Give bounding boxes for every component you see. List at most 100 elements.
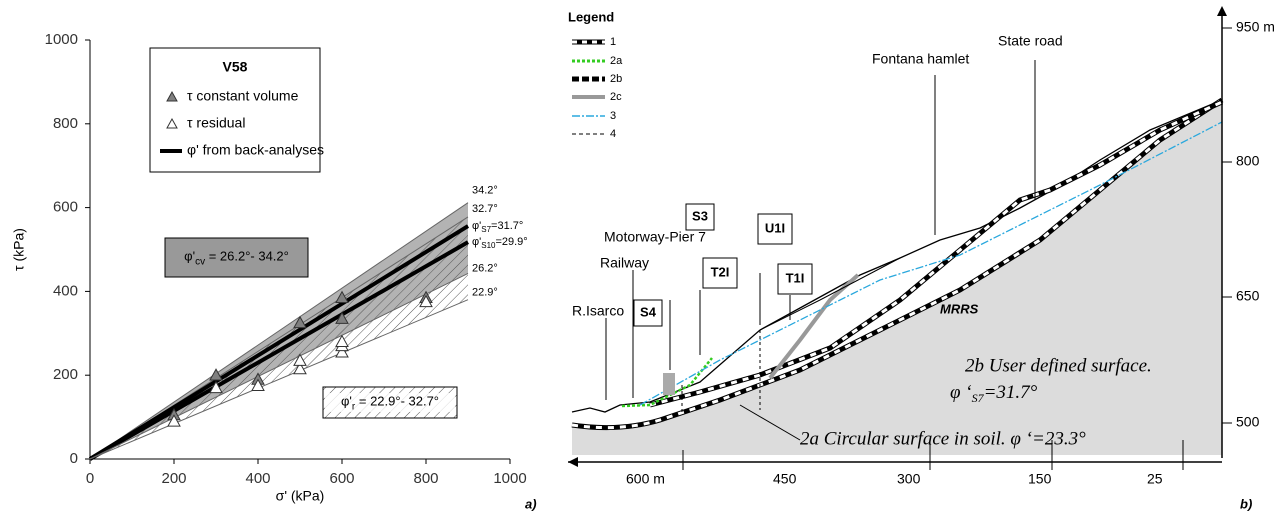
point <box>335 290 349 303</box>
surface-1 <box>571 97 1224 431</box>
legend-item: 2a <box>610 55 623 67</box>
label-part: =31.7° <box>491 220 523 232</box>
fit-line <box>88 224 470 461</box>
y-tick-label: 600 <box>53 199 78 216</box>
y-tick-label: 400 <box>53 282 78 299</box>
label-part: = 22.9°- 32.7° <box>355 394 439 409</box>
label-part: =29.9° <box>495 236 527 248</box>
legend-item: 2c <box>610 91 622 103</box>
distance-label: 450 <box>773 471 797 487</box>
label: φ'S7=31.7° <box>472 220 523 234</box>
x-tick-label: 800 <box>413 470 438 487</box>
envelope-label: 32.7° <box>472 203 498 215</box>
borehole-box <box>685 203 715 231</box>
label-part: S10 <box>481 241 496 250</box>
point <box>335 311 349 324</box>
envelope-label: 22.9° <box>472 287 498 299</box>
envelope-label: 34.2° <box>472 185 498 197</box>
point <box>293 353 307 366</box>
borehole: T1I <box>786 270 805 285</box>
distance-label: 150 <box>1028 471 1052 487</box>
point <box>293 315 307 329</box>
y-tick-label: 1000 <box>45 31 78 48</box>
legend-b: Legend 1 2a 2b 2c 3 4 <box>568 9 623 139</box>
y-axis-label: τ (kPa) <box>11 228 27 271</box>
elevation-label: 500 <box>1236 414 1260 430</box>
arrows <box>605 60 1036 400</box>
borehole: T2I <box>711 264 730 279</box>
place-label: State road <box>998 33 1063 49</box>
distance-label: 600 m <box>626 471 665 487</box>
point <box>335 334 349 347</box>
fit-line <box>89 240 469 461</box>
legend-label: φ' from back-analyses <box>187 142 324 158</box>
sliding-body <box>759 257 901 331</box>
legend-item: 4 <box>610 128 616 140</box>
label: φ'r = 22.9°- 32.7° <box>341 394 439 412</box>
label-part: φ' <box>472 220 481 232</box>
point <box>209 368 223 381</box>
x-axis-label: σ' (kPa) <box>276 488 325 504</box>
x-tick-label: 1000 <box>493 470 526 487</box>
surface-label: 2a Circular surface in soil. φ ‘=23.3° <box>800 428 1086 449</box>
y-tick-label: 200 <box>53 366 78 383</box>
point <box>251 378 265 391</box>
y-tick-label: 800 <box>53 115 78 132</box>
point <box>293 361 307 375</box>
envelope-line <box>89 299 469 460</box>
borehole-box <box>702 257 738 289</box>
point <box>419 294 433 308</box>
elevation-label: 650 <box>1236 288 1260 304</box>
label-part: = 26.2°- 34.2° <box>205 249 289 264</box>
place-label: Motorway-Pier 7 <box>604 229 706 245</box>
band-box-bg <box>325 393 455 412</box>
elevation-label: 800 <box>1236 153 1260 169</box>
surface-label: φ ‘S7=31.7° <box>950 382 1038 404</box>
envelope-label: 26.2° <box>472 262 498 274</box>
legend-label: τ residual <box>187 115 245 131</box>
point <box>167 414 181 427</box>
bedrock <box>572 100 1222 455</box>
pier <box>663 373 675 395</box>
legend-title: Legend <box>568 9 614 24</box>
legend-item: 1 <box>610 36 616 48</box>
label: φ'S10=29.9° <box>472 236 528 250</box>
y-tick-label: 0 <box>70 450 78 467</box>
arrowhead <box>568 457 578 467</box>
label-part: S7 <box>481 225 491 234</box>
arrowhead <box>1217 6 1227 16</box>
surface-label-part: =31.7° <box>984 382 1038 403</box>
envelope-line <box>89 272 469 460</box>
x-tick-label: 200 <box>161 470 186 487</box>
surface-label-part: S7 <box>972 391 985 405</box>
borehole: S3 <box>692 208 708 223</box>
label-part: cv <box>195 256 205 267</box>
x-tick-label: 0 <box>86 470 94 487</box>
pointer <box>739 404 801 441</box>
panel-b: Legend 1 2a 2b 2c 3 4 R.Isarco Railway M… <box>568 6 1275 511</box>
water-table <box>639 121 1223 406</box>
point <box>209 380 223 394</box>
label-part: φ' <box>341 394 352 409</box>
place-label: Fontana hamlet <box>872 51 969 67</box>
borehole-box <box>777 263 813 295</box>
x-tick-label: 600 <box>329 470 354 487</box>
place-label: MRRS <box>940 301 979 316</box>
borehole: U1I <box>765 220 785 235</box>
envelope-line <box>89 202 469 460</box>
legend-item: 3 <box>610 110 616 122</box>
band-box <box>164 237 309 278</box>
surface-2b-checker <box>649 100 1223 407</box>
label: φ'cv = 26.2°- 34.2° <box>184 249 289 267</box>
axis-ticks <box>682 27 1232 470</box>
panel-a: 0 200 400 600 800 1000 0 200 400 600 800 1000 σ' (kP… <box>11 31 537 511</box>
point <box>335 345 349 358</box>
surface-label-part: φ ‘ <box>950 382 972 403</box>
borehole: S4 <box>640 304 657 319</box>
distance-label: 25 <box>1147 471 1163 487</box>
distance-label: 300 <box>897 471 921 487</box>
legend-label: τ constant volume <box>187 88 299 104</box>
borehole-box <box>757 213 793 245</box>
